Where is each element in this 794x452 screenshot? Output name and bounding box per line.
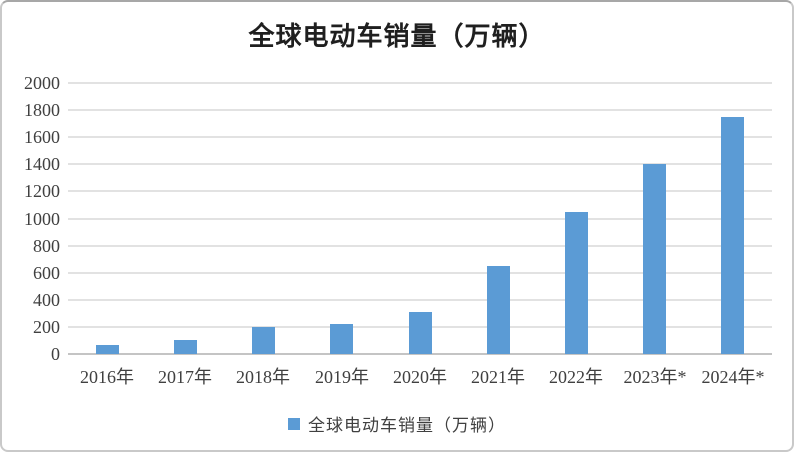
bar-2020年 — [409, 312, 432, 354]
bar-2019年 — [330, 324, 353, 354]
gridline — [68, 272, 772, 274]
gridline — [68, 190, 772, 192]
chart-title: 全球电动车销量（万辆） — [248, 22, 546, 51]
gridline — [68, 245, 772, 247]
gridline — [68, 82, 772, 84]
x-tick-label: 2017年 — [158, 367, 212, 387]
legend-label: 全球电动车销量（万辆） — [308, 416, 506, 435]
y-tick-label: 600 — [33, 263, 60, 283]
legend-square-icon — [288, 417, 300, 430]
x-tick-label: 2023年* — [623, 367, 687, 387]
y-tick-label: 1600 — [24, 127, 60, 147]
y-tick-label: 1800 — [24, 100, 60, 120]
bar-2022年 — [565, 212, 588, 354]
x-tick-label: 2018年 — [236, 367, 290, 387]
gridline — [68, 299, 772, 301]
y-tick-label: 2000 — [24, 73, 60, 93]
y-tick-label: 400 — [33, 290, 60, 310]
gridline — [68, 163, 772, 165]
bar-2024年* — [721, 117, 744, 354]
y-tick-label: 1400 — [24, 154, 60, 174]
x-axis-line — [68, 353, 772, 355]
bar-2016年 — [96, 345, 119, 354]
x-tick-label: 2019年 — [315, 367, 369, 387]
bar-2018年 — [252, 327, 275, 354]
x-tick-label: 2024年* — [701, 367, 765, 387]
gridline — [68, 136, 772, 138]
bar-2023年* — [643, 164, 666, 354]
y-tick-label: 200 — [33, 317, 60, 337]
bar-2017年 — [174, 340, 197, 354]
gridline — [68, 109, 772, 111]
y-tick-label: 1000 — [24, 209, 60, 229]
y-tick-label: 0 — [51, 344, 60, 364]
gridline — [68, 218, 772, 220]
legend: 全球电动车销量（万辆） — [2, 411, 792, 436]
y-tick-label: 800 — [33, 236, 60, 256]
y-tick-label: 1200 — [24, 181, 60, 201]
x-tick-label: 2022年 — [549, 367, 603, 387]
x-tick-label: 2020年 — [393, 367, 447, 387]
bar-2021年 — [487, 266, 510, 354]
x-tick-label: 2016年 — [80, 367, 134, 387]
x-tick-label: 2021年 — [471, 367, 525, 387]
